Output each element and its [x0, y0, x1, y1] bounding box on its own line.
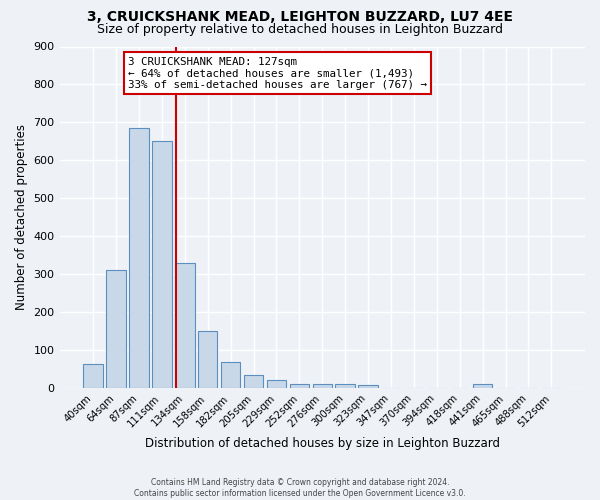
Bar	[221, 362, 241, 388]
Bar	[175, 263, 194, 388]
Bar	[358, 385, 378, 388]
X-axis label: Distribution of detached houses by size in Leighton Buzzard: Distribution of detached houses by size …	[145, 437, 500, 450]
Bar	[129, 128, 149, 388]
Bar	[198, 331, 217, 388]
Text: Size of property relative to detached houses in Leighton Buzzard: Size of property relative to detached ho…	[97, 22, 503, 36]
Bar	[335, 384, 355, 388]
Bar	[473, 384, 493, 388]
Text: 3 CRUICKSHANK MEAD: 127sqm
← 64% of detached houses are smaller (1,493)
33% of s: 3 CRUICKSHANK MEAD: 127sqm ← 64% of deta…	[128, 57, 427, 90]
Bar	[313, 384, 332, 388]
Bar	[244, 375, 263, 388]
Bar	[106, 270, 126, 388]
Bar	[83, 364, 103, 388]
Bar	[267, 380, 286, 388]
Bar	[290, 384, 309, 388]
Y-axis label: Number of detached properties: Number of detached properties	[15, 124, 28, 310]
Bar	[152, 142, 172, 388]
Text: Contains HM Land Registry data © Crown copyright and database right 2024.
Contai: Contains HM Land Registry data © Crown c…	[134, 478, 466, 498]
Text: 3, CRUICKSHANK MEAD, LEIGHTON BUZZARD, LU7 4EE: 3, CRUICKSHANK MEAD, LEIGHTON BUZZARD, L…	[87, 10, 513, 24]
